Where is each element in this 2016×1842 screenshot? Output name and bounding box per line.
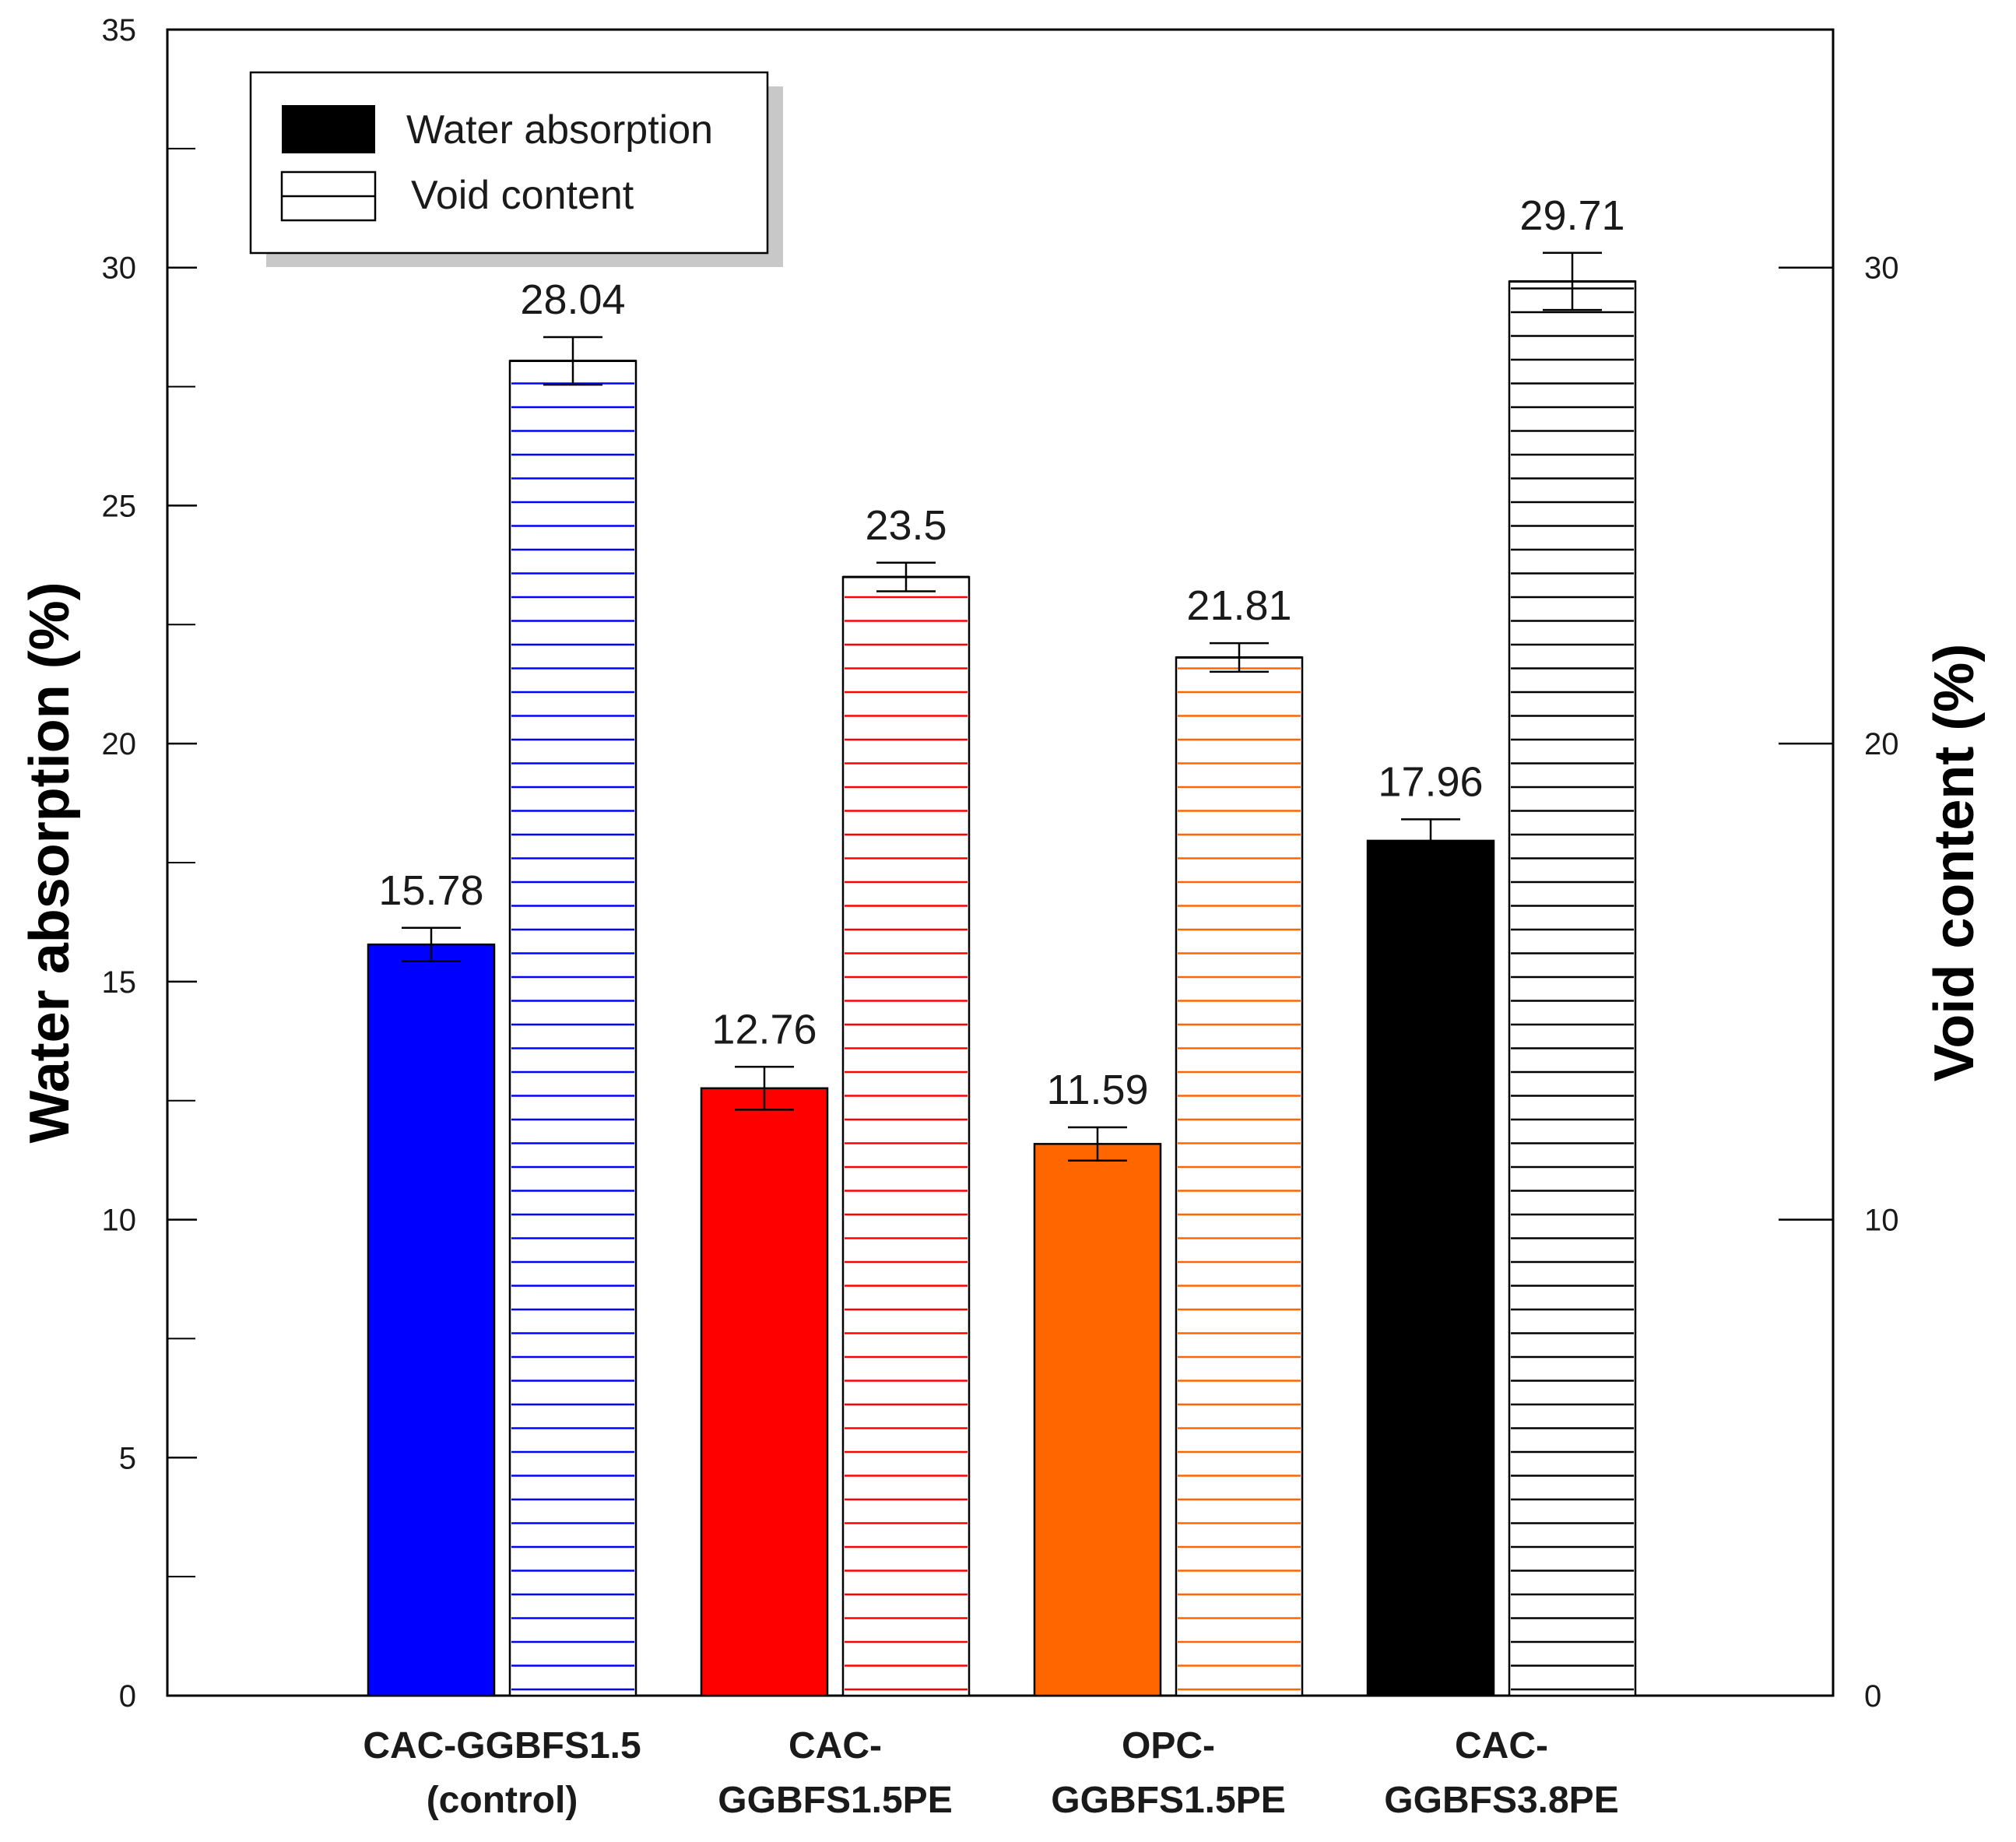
left-tick-label: 20 (102, 727, 137, 761)
water-absorption-value-label: 11.59 (1046, 1067, 1148, 1113)
bars-group: 15.78 28.04 12.76 23.5 11.59 21.81 17.96 29.71 (367, 192, 1637, 1697)
legend-label-water-absorption: Water absorption (406, 107, 713, 153)
category-label-line2: GGBFS3.8PE (1384, 1780, 1618, 1821)
left-tick-label: 0 (119, 1679, 136, 1714)
left-tick-label: 35 (102, 13, 137, 47)
void-content-bar (1508, 280, 1637, 1697)
void-content-value-label: 23.5 (865, 502, 947, 549)
category-label-line1: CAC- (788, 1725, 882, 1766)
void-content-value-label: 28.04 (520, 276, 625, 323)
void-content-bar (841, 575, 971, 1697)
water-absorption-bar (1033, 1143, 1162, 1697)
left-tick-label: 25 (102, 489, 137, 523)
category-labels-group: CAC-GGBFS1.5 (control) CAC- GGBFS1.5PE OPC- G… (363, 1725, 1618, 1821)
legend-swatch-water-absorption (282, 105, 375, 153)
void-content-value-label: 29.71 (1519, 192, 1624, 239)
right-tick-label: 20 (1864, 727, 1899, 761)
water-absorption-bar (1366, 839, 1495, 1697)
right-axis-title: Void content (%) (1923, 644, 1986, 1082)
left-tick-label: 5 (119, 1441, 136, 1475)
category-label-line2: GGBFS1.5PE (718, 1780, 952, 1821)
right-tick-label: 0 (1864, 1679, 1881, 1714)
category-label-line1: CAC-GGBFS1.5 (363, 1725, 641, 1766)
category-label-line1: CAC- (1455, 1725, 1548, 1766)
void-content-value-label: 21.81 (1186, 582, 1291, 629)
left-axis-title: Water absorption (%) (19, 582, 81, 1143)
left-tick-label: 10 (102, 1204, 137, 1238)
right-tick-label: 10 (1864, 1204, 1899, 1238)
water-absorption-value-label: 17.96 (1378, 758, 1483, 805)
category-label-line1: OPC- (1122, 1725, 1215, 1766)
water-absorption-value-label: 12.76 (711, 1006, 817, 1053)
water-absorption-bar (700, 1087, 829, 1697)
void-content-bar (1175, 656, 1304, 1697)
water-absorption-bar (367, 943, 496, 1697)
left-tick-label: 15 (102, 965, 137, 1000)
water-absorption-value-label: 15.78 (378, 867, 483, 914)
category-label-line2: (control) (427, 1780, 578, 1821)
void-content-bar (508, 360, 637, 1697)
left-tick-label: 30 (102, 251, 137, 286)
right-tick-label: 30 (1864, 251, 1899, 286)
legend-label-void-content: Void content (411, 173, 634, 218)
category-label-line2: GGBFS1.5PE (1051, 1780, 1285, 1821)
ticks-group: 0 5 10 15 20 25 30 35 0 10 20 30 (102, 13, 1899, 1714)
legend-box (249, 71, 769, 255)
legend: Water absorption Void content (249, 71, 783, 267)
